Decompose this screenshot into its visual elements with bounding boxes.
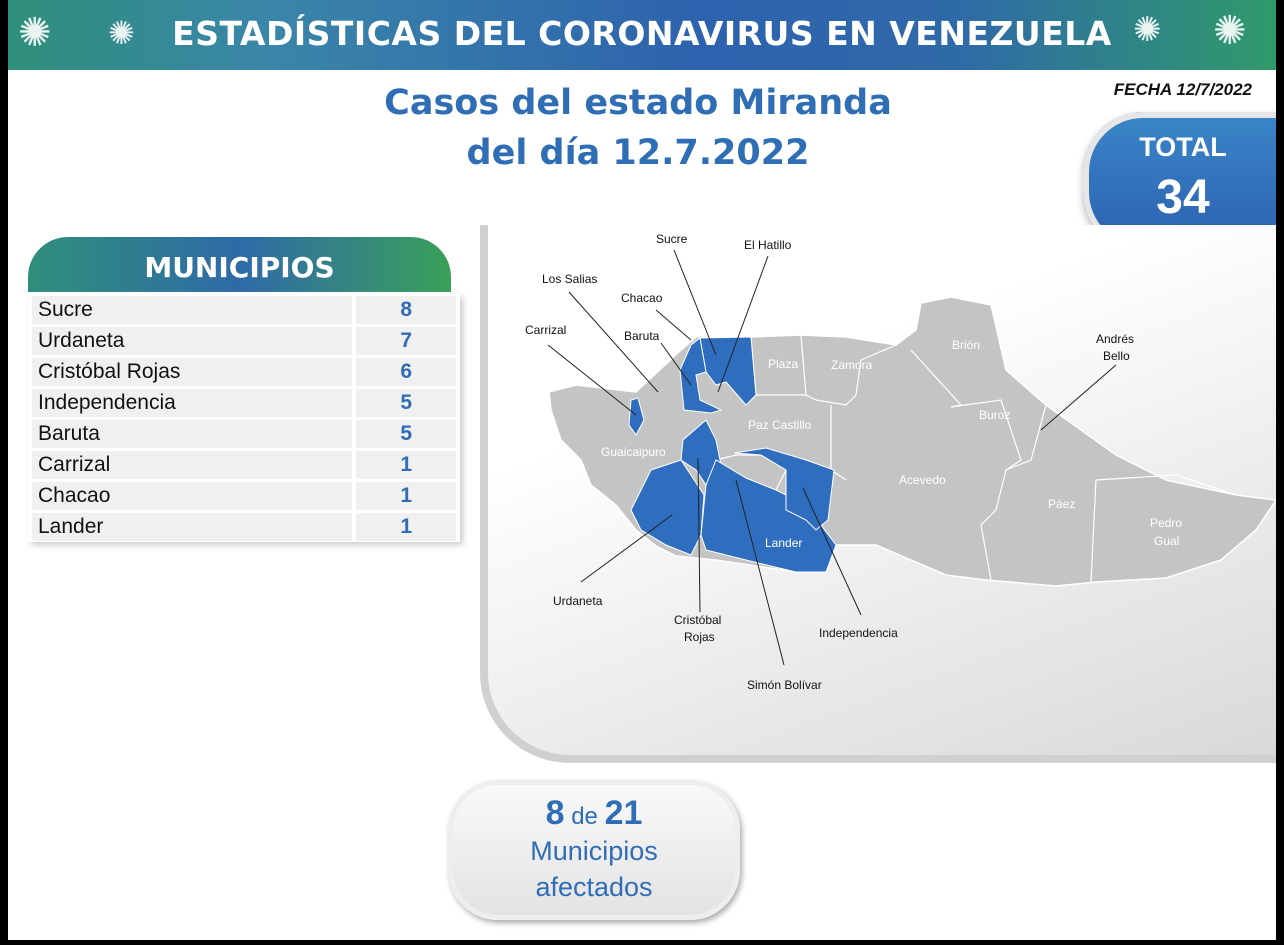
- municipio-cases: 1: [356, 451, 456, 479]
- affected-summary: 8 de 21 Municipios afectados: [448, 780, 740, 920]
- callout-cristobal-rojas: Cristóbal: [674, 613, 721, 627]
- callout-el-hatillo: El Hatillo: [744, 238, 792, 252]
- callout-andres-bello: Bello: [1103, 349, 1130, 363]
- municipio-name: Carrizal: [32, 451, 353, 479]
- affected-count: 8: [545, 794, 565, 832]
- municipio-cases: 1: [356, 513, 456, 541]
- municipio-name: Cristóbal Rojas: [32, 358, 353, 386]
- table-row: Baruta 5: [28, 418, 460, 449]
- callout-independencia: Independencia: [819, 626, 898, 640]
- callout-urdaneta: Urdaneta: [553, 594, 603, 608]
- leader-lines: [547, 249, 1117, 666]
- label-lander: Lander: [765, 536, 802, 550]
- summary-text: Municipios afectados: [448, 833, 740, 905]
- total-label: TOTAL: [1139, 132, 1227, 162]
- date-label: FECHA 12/7/2022: [1113, 80, 1252, 99]
- table-row: Independencia 5: [28, 387, 460, 418]
- municipios-header: MUNICIPIOS: [28, 237, 451, 292]
- municipio-cases: 5: [356, 389, 456, 417]
- summary-connector: de: [571, 803, 598, 830]
- label-plaza: Plaza: [768, 357, 798, 371]
- table-row: Cristóbal Rojas 6: [28, 356, 460, 387]
- region-independencia: [733, 447, 835, 531]
- region-baruta: [679, 337, 723, 414]
- callout-carrizal: Carrizal: [525, 323, 566, 337]
- label-pedro-gual: Pedro: [1150, 516, 1182, 530]
- municipio-cases: 6: [356, 358, 456, 386]
- label-pedro-gual: Gual: [1154, 534, 1179, 548]
- table-row: Chacao 1: [28, 480, 460, 511]
- municipio-cases: 5: [356, 420, 456, 448]
- affected-regions: [628, 336, 837, 573]
- header-title: ESTADÍSTICAS DEL CORONAVIRUS EN VENEZUEL…: [172, 14, 1112, 53]
- virus-icon: ✺: [1213, 9, 1247, 53]
- inline-labels: Plaza Zamora Brión Buroz Paz Castillo Gu…: [601, 338, 1182, 550]
- municipio-name: Urdaneta: [32, 327, 353, 355]
- callout-simon-bolivar: Simón Bolívar: [747, 678, 822, 692]
- region-cristobal-rojas: [680, 419, 722, 486]
- region-lander: [700, 459, 837, 573]
- municipio-name: Lander: [32, 513, 353, 541]
- municipio-cases: 7: [356, 327, 456, 355]
- total-value: 34: [1156, 171, 1210, 224]
- municipio-cases: 8: [356, 296, 456, 324]
- table-row: Urdaneta 7: [28, 325, 460, 356]
- virus-icon: ✺: [18, 11, 52, 55]
- callout-andres-bello: Andrés: [1096, 332, 1134, 346]
- summary-count: 8 de 21: [448, 794, 740, 833]
- label-paez: Páez: [1048, 497, 1075, 511]
- label-paz-castillo: Paz Castillo: [748, 418, 812, 432]
- municipio-name: Independencia: [32, 389, 353, 417]
- label-guaicaipuro: Guaicaipuro: [601, 445, 666, 459]
- infographic: ✺ ✺ ✺ ✺ ESTADÍSTICAS DEL CORONAVIRUS EN …: [8, 0, 1276, 940]
- municipio-name: Chacao: [32, 482, 353, 510]
- municipios-table: Sucre 8 Urdaneta 7 Cristóbal Rojas 6 Independe…: [28, 294, 460, 542]
- table-row: Carrizal 1: [28, 449, 460, 480]
- table-row: Sucre 8: [28, 294, 460, 325]
- callout-sucre: Sucre: [656, 232, 688, 246]
- page-title: Casos del estado Miranda del día 12.7.20…: [338, 78, 938, 178]
- region-sucre: [699, 336, 757, 406]
- callout-cristobal-rojas: Rojas: [684, 630, 715, 644]
- virus-icon: ✺: [108, 15, 135, 51]
- title-line-1: Casos del estado Miranda: [384, 83, 892, 123]
- miranda-map: Plaza Zamora Brión Buroz Paz Castillo Gu…: [525, 232, 1276, 692]
- summary-line-3: afectados: [535, 872, 653, 902]
- municipio-name: Baruta: [32, 420, 353, 448]
- region-carrizal: [628, 397, 645, 436]
- map-panel: Plaza Zamora Brión Buroz Paz Castillo Gu…: [480, 225, 1276, 763]
- total-municipios: 21: [604, 794, 643, 832]
- municipio-cases: 1: [356, 482, 456, 510]
- label-brion: Brión: [952, 338, 980, 352]
- callout-chacao: Chacao: [621, 291, 663, 305]
- header-banner: ✺ ✺ ✺ ✺ ESTADÍSTICAS DEL CORONAVIRUS EN …: [8, 0, 1276, 70]
- summary-line-2: Municipios: [530, 836, 658, 866]
- callout-baruta: Baruta: [624, 329, 660, 343]
- callout-labels: Sucre El Hatillo Los Salias Chacao Carri…: [525, 232, 1134, 692]
- label-buroz: Buroz: [979, 408, 1010, 422]
- label-acevedo: Acevedo: [899, 473, 946, 487]
- table-row: Lander 1: [28, 511, 460, 542]
- label-zamora: Zamora: [831, 358, 873, 372]
- virus-icon: ✺: [1133, 11, 1162, 49]
- municipio-name: Sucre: [32, 296, 353, 324]
- title-line-2: del día 12.7.2022: [466, 133, 810, 173]
- callout-los-salias: Los Salias: [542, 272, 597, 286]
